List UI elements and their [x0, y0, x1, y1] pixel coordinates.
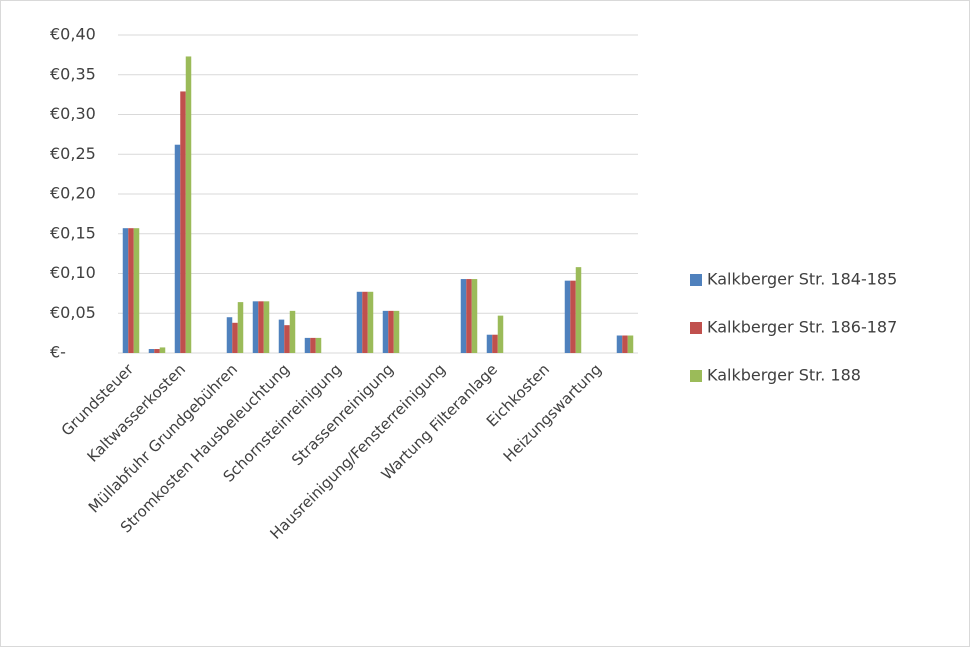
y-tick-label: €0,15	[50, 223, 96, 242]
bar	[289, 310, 296, 353]
bar	[393, 310, 400, 353]
legend-swatch	[690, 274, 702, 286]
legend-swatch	[690, 322, 702, 334]
bar	[133, 228, 140, 353]
bar	[622, 335, 628, 353]
y-tick-label: €0,20	[50, 184, 96, 203]
bar	[284, 325, 290, 353]
bar	[128, 228, 134, 353]
bar	[460, 279, 467, 353]
y-tick-label: €0,10	[50, 263, 96, 282]
bar	[263, 301, 270, 353]
bar	[466, 279, 472, 353]
bar	[154, 349, 160, 353]
y-tick-label: €-	[50, 343, 66, 362]
y-tick-label: €0,25	[50, 144, 96, 163]
bar	[237, 302, 244, 353]
bar	[232, 322, 238, 353]
bar	[304, 337, 311, 353]
y-tick-label: €0,40	[50, 25, 96, 44]
bar	[310, 337, 316, 353]
bar	[564, 280, 571, 353]
bar	[367, 291, 374, 353]
bar	[471, 279, 478, 353]
bar	[180, 91, 186, 353]
y-tick-label: €0,30	[50, 104, 96, 123]
bar	[570, 280, 576, 353]
legend-label: Kalkberger Str. 184-185	[707, 270, 897, 289]
bar	[356, 291, 363, 353]
bar	[388, 310, 394, 353]
bar	[122, 228, 129, 353]
bar	[627, 335, 634, 353]
y-tick-label: €0,05	[50, 303, 96, 322]
bar	[226, 317, 233, 353]
bar	[174, 144, 181, 353]
bar	[486, 334, 493, 353]
y-tick-label: €0,35	[50, 64, 96, 83]
bar	[616, 335, 623, 353]
bar	[258, 301, 264, 353]
bar	[575, 267, 582, 353]
bar	[278, 319, 285, 353]
legend-label: Kalkberger Str. 188	[707, 366, 861, 385]
legend-swatch	[690, 370, 702, 382]
bar	[497, 315, 504, 353]
bar	[315, 337, 322, 353]
bar	[185, 56, 192, 354]
bar	[382, 310, 389, 353]
bar	[362, 291, 368, 353]
bar	[492, 334, 498, 353]
bar	[159, 347, 166, 353]
bar	[148, 349, 155, 353]
legend-label: Kalkberger Str. 186-187	[707, 318, 897, 337]
bar	[252, 301, 259, 353]
